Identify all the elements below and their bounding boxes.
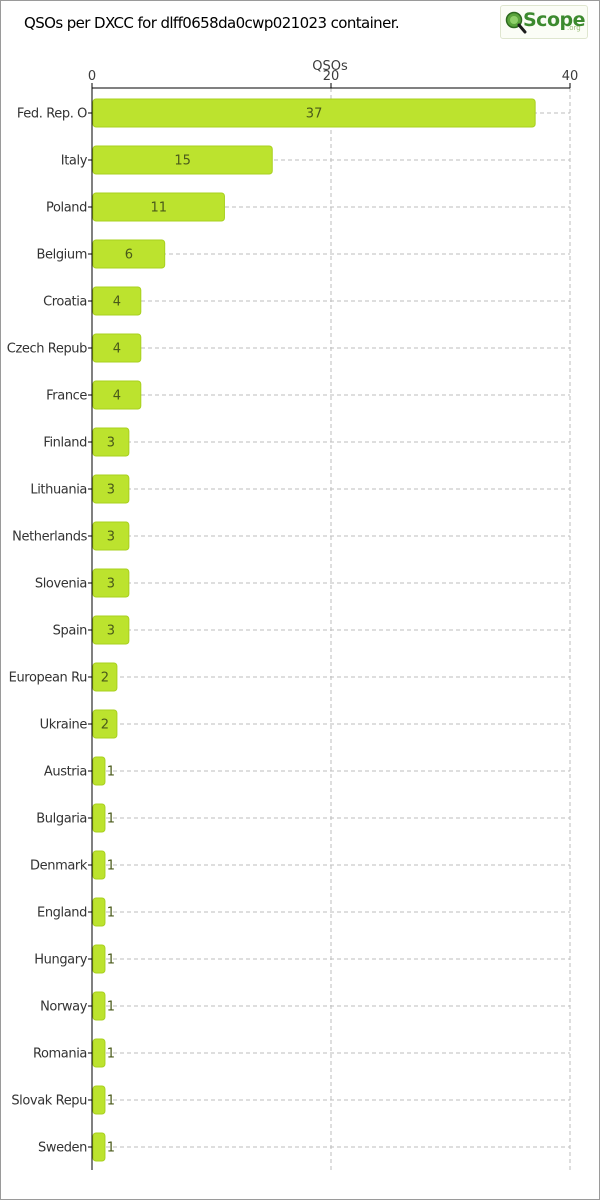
x-tick-label: 40 xyxy=(562,69,579,84)
data-label: 11 xyxy=(150,201,167,216)
bar xyxy=(92,333,142,363)
bar xyxy=(92,380,142,410)
data-label: 2 xyxy=(101,718,109,733)
data-label: 4 xyxy=(113,342,121,357)
category-label: Fed. Rep. O xyxy=(17,107,87,122)
category-label: Romania xyxy=(33,1047,87,1062)
chart-title: QSOs per DXCC for dlff0658da0cwp021023 c… xyxy=(24,14,400,32)
category-label: Denmark xyxy=(30,859,88,874)
data-label: 3 xyxy=(107,577,115,592)
magnifier-icon xyxy=(505,11,527,34)
bar xyxy=(92,427,130,457)
logo-text: Scope xyxy=(523,9,586,31)
bar xyxy=(92,521,130,551)
data-label: 4 xyxy=(113,389,121,404)
category-label: Slovak Repu xyxy=(11,1094,87,1109)
data-label: 4 xyxy=(113,295,121,310)
data-label: 3 xyxy=(107,483,115,498)
category-label: Poland xyxy=(46,201,87,216)
data-label: 1 xyxy=(107,1047,115,1062)
bar xyxy=(92,850,106,880)
category-label: Ukraine xyxy=(40,718,88,733)
category-label: Spain xyxy=(53,624,87,639)
bar xyxy=(92,239,166,269)
category-label: France xyxy=(46,389,87,404)
bar xyxy=(92,192,225,222)
category-label: England xyxy=(37,906,87,921)
x-axis-label: QSOs xyxy=(312,59,348,74)
bar xyxy=(92,897,106,927)
bar xyxy=(92,145,273,175)
data-label: 37 xyxy=(306,107,323,122)
x-tick-label: 20 xyxy=(323,69,340,84)
bar xyxy=(92,615,130,645)
x-tick-label: 0 xyxy=(88,69,96,84)
qscope-logo[interactable]: Scope .org xyxy=(500,5,588,39)
bar xyxy=(92,709,118,739)
data-label: 15 xyxy=(174,154,191,169)
data-label: 1 xyxy=(107,1000,115,1015)
data-label: 3 xyxy=(107,624,115,639)
category-label: Netherlands xyxy=(12,530,87,545)
bar xyxy=(92,662,118,692)
category-label: Slovenia xyxy=(35,577,87,592)
category-label: Hungary xyxy=(34,953,87,968)
data-label: 1 xyxy=(107,812,115,827)
data-label: 1 xyxy=(107,1141,115,1156)
category-label: European Ru xyxy=(9,671,88,686)
bar xyxy=(92,474,130,504)
data-label: 1 xyxy=(107,906,115,921)
bar xyxy=(92,286,142,316)
bar xyxy=(92,991,106,1021)
x-axis-ticks: 0 20 40 xyxy=(88,69,579,1148)
data-label: 1 xyxy=(107,1094,115,1109)
bar xyxy=(92,756,106,786)
logo-subtext: .org xyxy=(567,24,581,32)
category-label: Austria xyxy=(44,765,87,780)
category-label: Bulgaria xyxy=(36,812,87,827)
data-label: 1 xyxy=(107,765,115,780)
bar xyxy=(92,1038,106,1068)
data-label: 1 xyxy=(107,859,115,874)
data-label: 3 xyxy=(107,436,115,451)
category-label: Czech Repub xyxy=(7,342,87,357)
bar xyxy=(92,568,130,598)
category-label: Sweden xyxy=(38,1141,87,1156)
category-label: Norway xyxy=(40,1000,88,1015)
data-label: 3 xyxy=(107,530,115,545)
data-label: 2 xyxy=(101,671,109,686)
category-label: Italy xyxy=(61,154,88,169)
data-label: 6 xyxy=(125,248,133,263)
bar xyxy=(92,944,106,974)
category-label: Belgium xyxy=(37,248,88,263)
bar xyxy=(92,98,536,128)
bar xyxy=(92,1085,106,1115)
data-label: 1 xyxy=(107,953,115,968)
bar xyxy=(92,803,106,833)
bar xyxy=(92,1132,106,1162)
category-label: Lithuania xyxy=(30,483,87,498)
category-label: Finland xyxy=(43,436,87,451)
category-label: Croatia xyxy=(43,295,87,310)
